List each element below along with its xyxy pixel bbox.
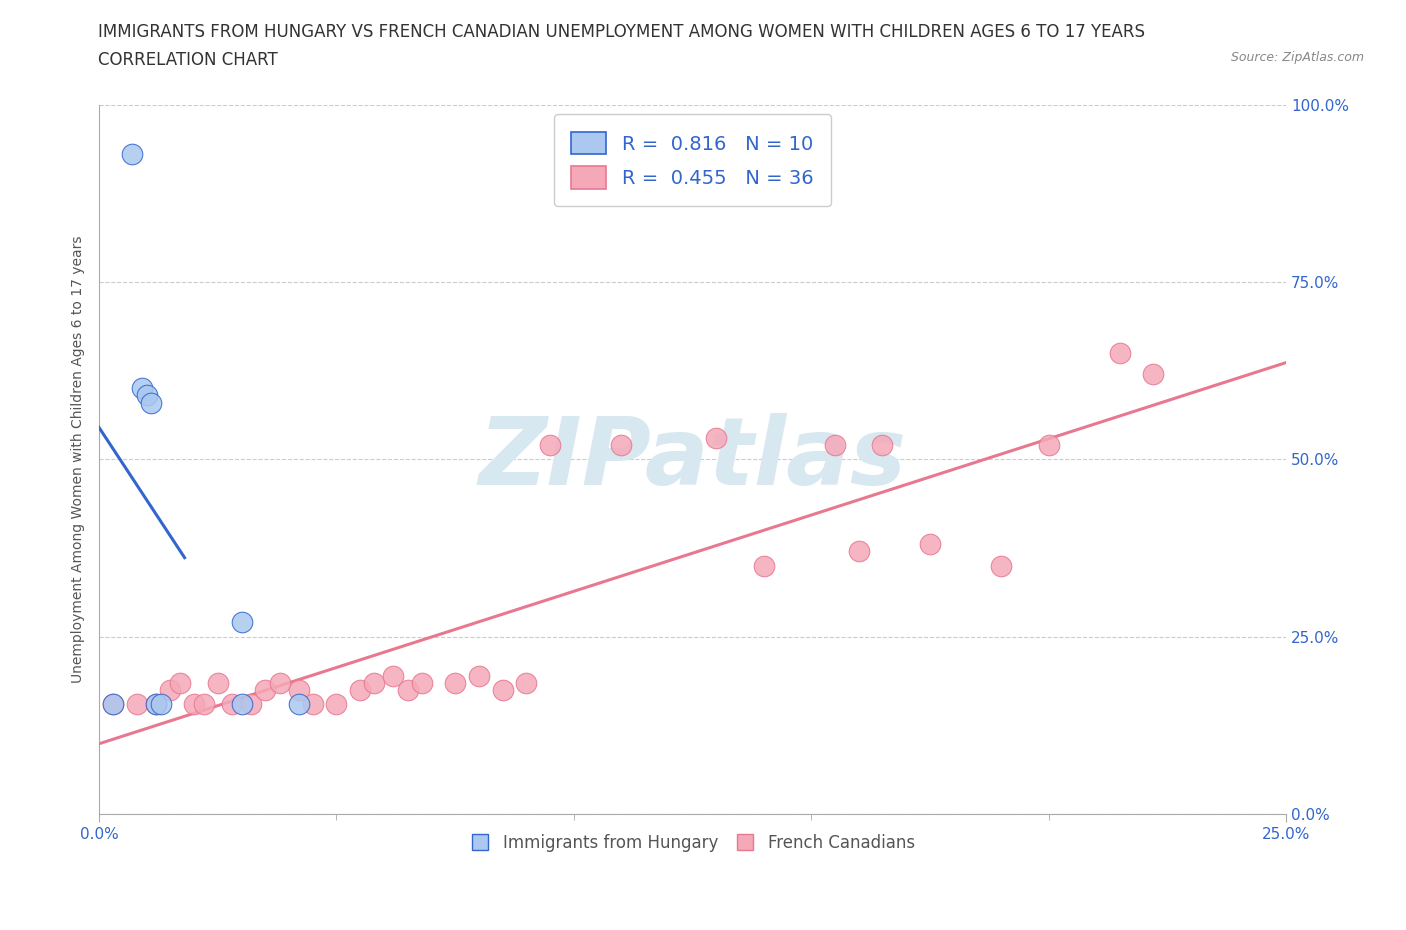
Point: [444, 675, 467, 690]
Point: [411, 675, 433, 690]
Point: [221, 697, 243, 711]
Point: [103, 697, 125, 711]
Point: [287, 683, 309, 698]
Point: [145, 697, 167, 711]
Text: IMMIGRANTS FROM HUNGARY VS FRENCH CANADIAN UNEMPLOYMENT AMONG WOMEN WITH CHILDRE: IMMIGRANTS FROM HUNGARY VS FRENCH CANADI…: [98, 23, 1146, 41]
Point: [468, 668, 491, 683]
Point: [169, 675, 191, 690]
Legend: Immigrants from Hungary, French Canadians: Immigrants from Hungary, French Canadian…: [463, 828, 922, 858]
Point: [231, 615, 253, 630]
Point: [145, 697, 167, 711]
Point: [127, 697, 149, 711]
Point: [363, 675, 385, 690]
Text: Source: ZipAtlas.com: Source: ZipAtlas.com: [1230, 51, 1364, 64]
Point: [918, 537, 941, 551]
Point: [538, 438, 561, 453]
Point: [103, 697, 125, 711]
Point: [231, 697, 253, 711]
Point: [131, 381, 153, 396]
Point: [704, 431, 727, 445]
Y-axis label: Unemployment Among Women with Children Ages 6 to 17 years: Unemployment Among Women with Children A…: [72, 235, 86, 683]
Point: [396, 683, 419, 698]
Point: [990, 558, 1012, 573]
Point: [135, 388, 157, 403]
Point: [610, 438, 633, 453]
Point: [183, 697, 205, 711]
Point: [848, 544, 870, 559]
Point: [193, 697, 215, 711]
Point: [1038, 438, 1060, 453]
Point: [349, 683, 371, 698]
Point: [325, 697, 347, 711]
Point: [149, 697, 172, 711]
Point: [240, 697, 263, 711]
Point: [287, 697, 309, 711]
Point: [492, 683, 515, 698]
Point: [269, 675, 291, 690]
Point: [515, 675, 537, 690]
Point: [824, 438, 846, 453]
Point: [159, 683, 181, 698]
Point: [1108, 345, 1130, 360]
Text: CORRELATION CHART: CORRELATION CHART: [98, 51, 278, 69]
Point: [141, 395, 163, 410]
Point: [301, 697, 323, 711]
Point: [254, 683, 277, 698]
Point: [207, 675, 229, 690]
Point: [752, 558, 775, 573]
Text: ZIPatlas: ZIPatlas: [478, 413, 907, 505]
Point: [382, 668, 405, 683]
Point: [1142, 366, 1164, 381]
Point: [872, 438, 894, 453]
Point: [121, 147, 143, 162]
